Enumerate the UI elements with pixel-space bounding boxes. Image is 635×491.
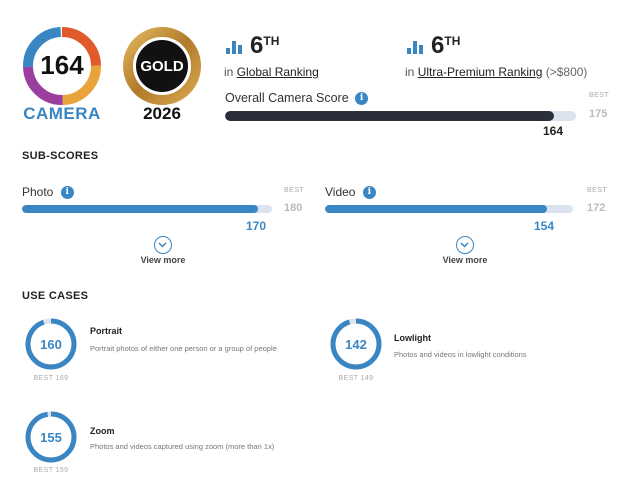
gold-badge: GOLD — [120, 26, 204, 106]
info-icon[interactable]: i — [362, 186, 376, 200]
price-range: (>$800) — [545, 65, 588, 79]
overall-score-value: 164 — [543, 124, 564, 138]
video-best-value: 172 — [587, 202, 606, 214]
badge-year: 2026 — [143, 104, 181, 123]
subscores-title: SUB-SCORES — [22, 150, 99, 162]
use-case-zoom: 155 BEST 159 Zoom Photos and videos capt… — [22, 409, 312, 479]
chevron-down-icon — [158, 242, 167, 248]
use-case-portrait: 160 BEST 169 Portrait Portrait photos of… — [22, 316, 292, 386]
use-case-score: 155 — [40, 430, 62, 445]
photo-best-value: 180 — [284, 202, 303, 214]
gold-badge-ring — [123, 27, 201, 105]
use-case-ring — [25, 411, 77, 463]
overall-best-value: 175 — [589, 108, 608, 120]
ranking-ultra-premium: 6TH in Ultra-Premium Ranking (>$800) — [405, 32, 620, 82]
use-case-ring — [25, 318, 77, 370]
photo-best-label: BEST — [284, 187, 305, 194]
photo-score-value: 170 — [246, 219, 267, 233]
use-cases-title: USE CASES — [22, 290, 89, 302]
video-score-bar — [325, 205, 573, 213]
use-case-best: BEST 149 — [338, 375, 374, 382]
video-view-more-button[interactable] — [456, 236, 474, 254]
video-score-value: 154 — [534, 219, 555, 233]
overall-score-label: Overall Camera Score i — [225, 91, 369, 106]
use-case-ring — [330, 318, 382, 370]
photo-view-more-label[interactable]: View more — [140, 255, 186, 265]
ranking-bars-icon — [226, 41, 242, 54]
badge-label: GOLD — [140, 58, 184, 75]
use-case-description: Photos and videos captured using zoom (m… — [90, 442, 275, 451]
overall-score-fill — [225, 111, 554, 121]
overall-best-label: BEST — [589, 92, 610, 99]
global-ranking-link[interactable]: Global Ranking — [236, 65, 319, 79]
camera-score-badge: 164 — [20, 24, 104, 124]
use-case-score: 160 — [40, 337, 62, 352]
ranking-global: 6TH in Global Ranking — [224, 32, 394, 82]
ranking-value: 6TH — [431, 32, 461, 59]
use-case-description: Photos and videos in lowlight conditions — [394, 350, 527, 359]
video-label: Video i — [325, 185, 376, 200]
chevron-down-icon — [460, 242, 469, 248]
video-best-label: BEST — [587, 187, 608, 194]
use-case-description: Portrait photos of either one person or … — [90, 344, 277, 353]
use-case-title: Zoom — [90, 426, 115, 436]
info-icon[interactable]: i — [355, 92, 369, 106]
ultra-premium-ranking-link[interactable]: Ultra-Premium Ranking — [417, 65, 543, 79]
photo-view-more-button[interactable] — [154, 236, 172, 254]
use-case-score: 142 — [345, 337, 367, 352]
photo-score-bar — [22, 205, 272, 213]
video-score-fill — [325, 205, 547, 213]
use-case-lowlight: 142 BEST 149 Lowlight Photos and videos … — [327, 316, 617, 386]
camera-score-ring — [23, 27, 101, 105]
ranking-bars-icon — [407, 41, 423, 54]
use-case-title: Lowlight — [394, 333, 431, 343]
overall-score-bar — [225, 111, 576, 121]
ranking-caption: in Global Ranking — [224, 65, 319, 79]
photo-label: Photo i — [22, 185, 74, 200]
use-case-best: BEST 159 — [33, 467, 69, 474]
use-case-title: Portrait — [90, 326, 123, 336]
video-view-more-label[interactable]: View more — [442, 255, 488, 265]
ranking-value: 6TH — [250, 32, 280, 59]
info-icon[interactable]: i — [60, 186, 74, 200]
ranking-caption: in Ultra-Premium Ranking (>$800) — [405, 65, 588, 79]
camera-label: CAMERA — [23, 104, 101, 123]
use-case-best: BEST 169 — [33, 375, 69, 382]
camera-score-value: 164 — [40, 50, 84, 80]
photo-score-fill — [22, 205, 258, 213]
